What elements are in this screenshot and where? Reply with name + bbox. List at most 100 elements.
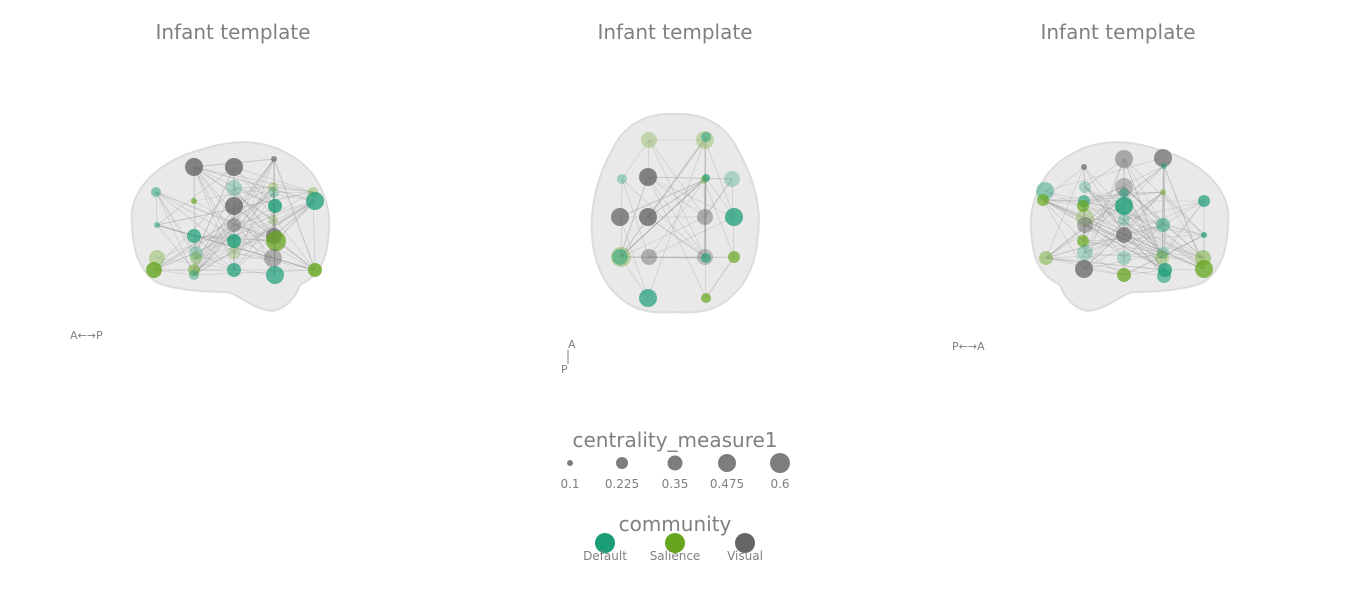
network-node bbox=[725, 208, 743, 226]
network-edge bbox=[155, 191, 235, 254]
network-edge bbox=[1084, 224, 1205, 270]
network-edge bbox=[1084, 186, 1205, 270]
network-edge bbox=[1123, 158, 1205, 236]
network-node bbox=[189, 270, 199, 280]
network-edge bbox=[155, 191, 197, 259]
network-edge bbox=[1123, 234, 1205, 276]
network-node bbox=[268, 215, 278, 225]
network-edge bbox=[1084, 224, 1166, 271]
network-edge bbox=[1123, 219, 1166, 271]
network-edge bbox=[647, 176, 706, 218]
network-edge bbox=[233, 166, 276, 207]
network-node bbox=[1156, 218, 1170, 232]
size-legend-label: 0.35 bbox=[661, 477, 689, 491]
network-node bbox=[191, 198, 197, 204]
network-node bbox=[187, 229, 201, 243]
network-edge bbox=[156, 224, 274, 259]
network-edge bbox=[156, 224, 195, 271]
network-node bbox=[701, 293, 711, 303]
network-edge bbox=[1083, 166, 1125, 236]
network-edge bbox=[273, 158, 316, 271]
community-legend-marker-salience bbox=[665, 533, 685, 553]
network-edge bbox=[1044, 190, 1204, 259]
network-node bbox=[227, 263, 241, 277]
network-edge bbox=[619, 179, 705, 258]
network-node bbox=[1195, 260, 1213, 278]
network-edge bbox=[1042, 166, 1085, 201]
network-edge bbox=[647, 216, 707, 259]
network-edge bbox=[1045, 257, 1166, 271]
network-edge bbox=[1042, 199, 1084, 207]
network-edge bbox=[1082, 192, 1125, 207]
network-node bbox=[227, 218, 241, 232]
community-legend-label-visual: Visual bbox=[727, 549, 763, 563]
network-edge bbox=[193, 166, 276, 207]
network-edge bbox=[648, 177, 707, 258]
network-edge bbox=[648, 139, 706, 218]
network-edge bbox=[233, 200, 316, 242]
network-edge bbox=[1042, 191, 1164, 201]
network-edge bbox=[1162, 191, 1205, 236]
network-edge bbox=[1083, 166, 1086, 188]
network-edge bbox=[1161, 234, 1205, 259]
network-edge bbox=[155, 191, 197, 254]
network-node bbox=[1154, 149, 1172, 167]
network-edge bbox=[619, 176, 649, 258]
size-legend-marker bbox=[567, 460, 573, 466]
network-edge bbox=[193, 205, 235, 271]
network-edge bbox=[1083, 252, 1164, 270]
network-node bbox=[1079, 181, 1091, 193]
size-legend-label: 0.225 bbox=[604, 477, 640, 491]
network-edge bbox=[1042, 199, 1086, 219]
network-edge bbox=[155, 191, 158, 226]
network-edge bbox=[704, 136, 707, 258]
network-edge bbox=[155, 191, 277, 242]
network-node bbox=[1077, 217, 1093, 233]
community-legend-marker-visual bbox=[735, 533, 755, 553]
edges-center bbox=[619, 136, 735, 299]
orientation-label-center-bottom: P bbox=[561, 363, 568, 376]
network-node bbox=[271, 156, 277, 162]
network-edge bbox=[193, 200, 316, 271]
network-node bbox=[227, 234, 241, 248]
size-legend bbox=[567, 453, 790, 473]
network-edge bbox=[1082, 205, 1205, 236]
network-node bbox=[1157, 247, 1169, 259]
network-edge bbox=[1084, 191, 1164, 254]
network-edge bbox=[1042, 199, 1166, 271]
network-node bbox=[641, 132, 657, 148]
network-node bbox=[268, 199, 282, 213]
network-node bbox=[225, 158, 243, 176]
network-edge bbox=[1123, 205, 1205, 270]
network-node bbox=[1076, 209, 1094, 227]
network-node bbox=[1039, 251, 1053, 265]
network-edge bbox=[1045, 224, 1164, 259]
network-edge bbox=[272, 186, 314, 193]
network-edge bbox=[1044, 157, 1164, 192]
network-edge bbox=[1082, 186, 1125, 242]
network-edge bbox=[1084, 252, 1163, 259]
network-node bbox=[188, 264, 200, 276]
network-edge bbox=[233, 158, 275, 271]
network-node bbox=[269, 188, 279, 198]
network-edge bbox=[1044, 190, 1085, 202]
network-node bbox=[151, 187, 161, 197]
panel-title-left: Infant template bbox=[155, 20, 311, 44]
size-legend-label: 0.6 bbox=[770, 477, 790, 491]
network-edge bbox=[647, 176, 733, 180]
network-edge bbox=[1045, 165, 1165, 259]
network-node bbox=[149, 250, 165, 266]
network-node bbox=[639, 168, 657, 186]
network-edge bbox=[233, 186, 274, 242]
community-legend-label-default: Default bbox=[583, 549, 627, 563]
network-edge bbox=[1161, 200, 1205, 259]
size-legend-title: centrality_measure1 bbox=[572, 428, 778, 452]
size-legend-label: 0.475 bbox=[709, 477, 745, 491]
network-node bbox=[189, 246, 203, 260]
network-node bbox=[1161, 163, 1167, 169]
network-node bbox=[154, 222, 160, 228]
network-node bbox=[1198, 195, 1210, 207]
network-edge bbox=[619, 216, 649, 299]
network-edge bbox=[1082, 165, 1165, 207]
